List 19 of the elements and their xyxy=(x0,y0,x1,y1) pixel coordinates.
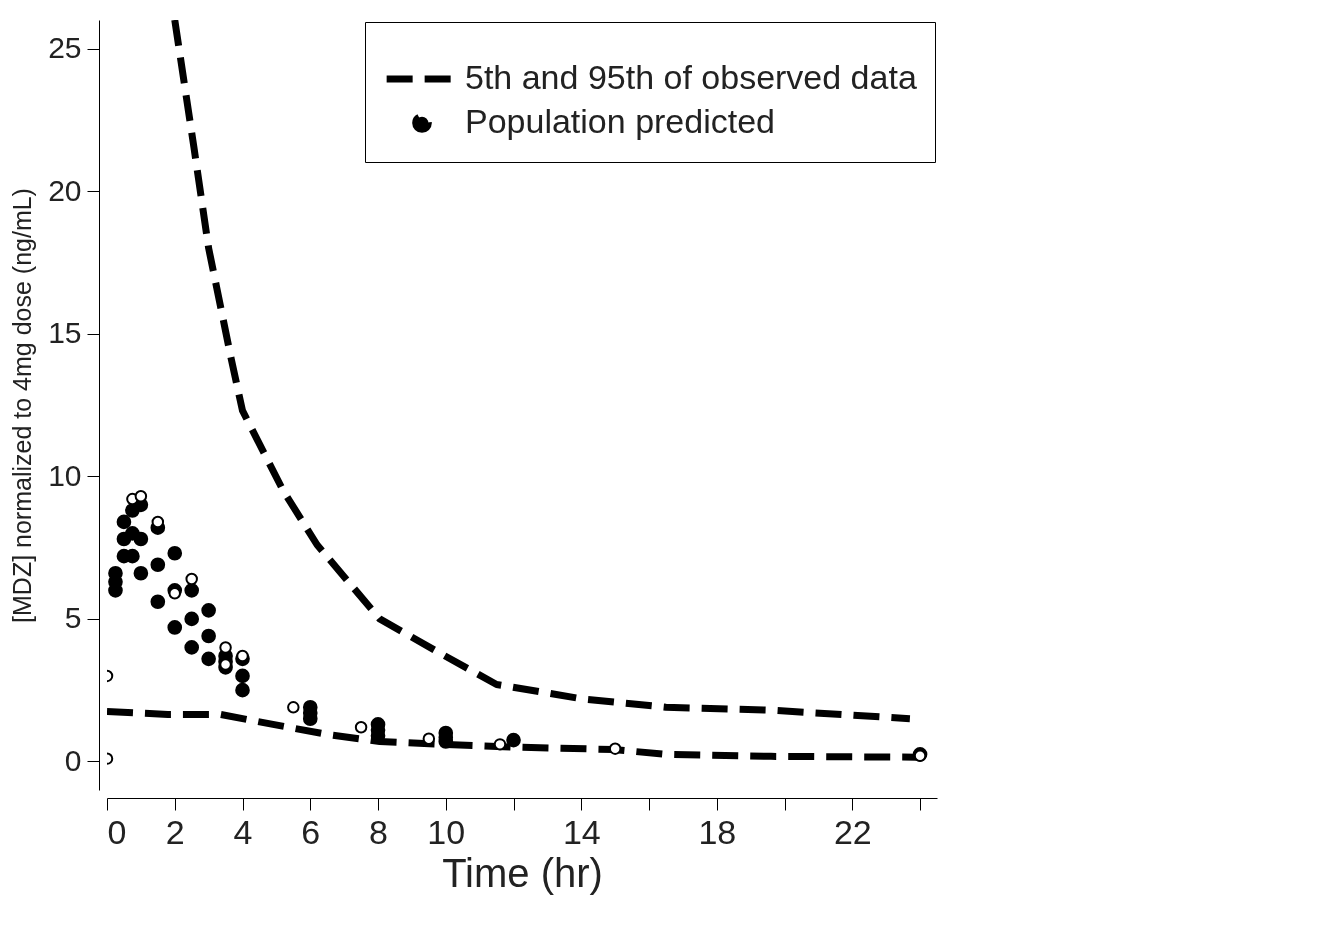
y-tick-label: 20 xyxy=(48,173,82,207)
y-tick-label: 5 xyxy=(64,601,82,635)
x-tick-label: 4 xyxy=(233,812,253,851)
legend-label: Population predicted xyxy=(465,102,776,140)
x-tick-label: 8 xyxy=(369,812,388,851)
y-tick-label: 0 xyxy=(64,743,82,777)
y-tick-label: 10 xyxy=(48,458,82,492)
y-axis-title: [MDZ] normalized to 4mg dose (ng/mL) xyxy=(8,188,37,623)
y-tick-label: 25 xyxy=(48,31,82,65)
x-tick-label: 10 xyxy=(427,812,466,851)
x-tick-label: 22 xyxy=(833,812,872,851)
legend-label: 5th and 95th of observed data xyxy=(465,58,917,96)
y-tick-label: 15 xyxy=(48,316,82,350)
x-tick-label: 6 xyxy=(301,812,321,851)
x-tick-label: 14 xyxy=(562,812,601,851)
x-tick-label: 0 xyxy=(107,812,127,851)
x-axis-title: Time (hr) xyxy=(442,850,603,895)
x-tick-label: 18 xyxy=(698,812,737,851)
x-tick-label: 2 xyxy=(165,812,185,851)
